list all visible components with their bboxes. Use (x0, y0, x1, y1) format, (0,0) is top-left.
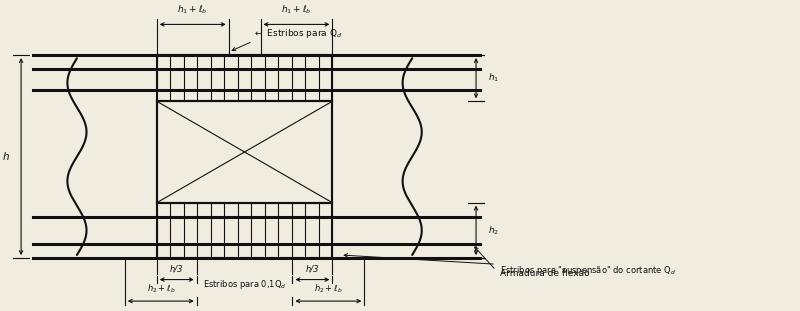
Text: Armadura de flexão: Armadura de flexão (500, 269, 590, 278)
Text: h/3: h/3 (170, 265, 183, 274)
Text: $h_1+\ell_b$: $h_1+\ell_b$ (178, 4, 208, 16)
Text: $h_2$: $h_2$ (488, 224, 499, 237)
Text: h/3: h/3 (306, 265, 319, 274)
Text: h: h (2, 151, 9, 162)
Text: $h_2+\ell_b$: $h_2+\ell_b$ (146, 283, 175, 295)
Text: Estribos para "suspensão" do cortante Q$_d$: Estribos para "suspensão" do cortante Q$… (500, 264, 676, 277)
Text: Estribos para 0,1Q$_d$: Estribos para 0,1Q$_d$ (202, 278, 286, 291)
Text: $h_1+\ell_b$: $h_1+\ell_b$ (282, 4, 312, 16)
Text: $h_2+\ell_b$: $h_2+\ell_b$ (314, 283, 342, 295)
Text: $\leftarrow$ Estribos para Q$_d$: $\leftarrow$ Estribos para Q$_d$ (253, 27, 342, 40)
Bar (157, 101, 332, 203)
Text: $h_1$: $h_1$ (488, 72, 499, 85)
